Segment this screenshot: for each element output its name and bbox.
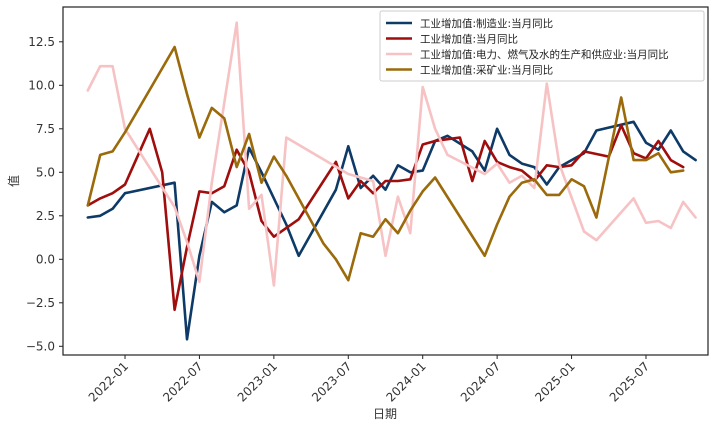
legend: 工业增加值:制造业:当月同比工业增加值:当月同比工业增加值:电力、燃气及水的生产…: [379, 10, 705, 82]
x-tick-label: 2024-01: [383, 359, 428, 404]
legend-label-3: 工业增加值:电力、燃气及水的生产和供应业:当月同比: [420, 48, 669, 61]
y-axis-label: 值: [6, 175, 21, 187]
legend-label-1: 工业增加值:制造业:当月同比: [420, 17, 553, 30]
x-tick-label: 2022-01: [86, 359, 131, 404]
legend-items: 工业增加值:制造业:当月同比工业增加值:当月同比工业增加值:电力、燃气及水的生产…: [386, 17, 669, 77]
y-axis-ticks: −5.0 −2.5 0.0 2.5 5.0 7.5 10.0 12.5: [26, 35, 63, 353]
series-line-2: [86, 124, 685, 312]
y-tick-label: 12.5: [28, 35, 55, 49]
legend-label-2: 工业增加值:当月同比: [420, 33, 518, 46]
x-axis-ticks: 2022-01 2022-07 2023-01 2023-07 2024-01 2024-…: [86, 355, 652, 405]
series-layer: [86, 21, 697, 341]
y-tick-label: 7.5: [36, 122, 55, 136]
legend-box: [379, 10, 705, 82]
y-tick-label: 0.0: [36, 252, 55, 266]
series-line-4: [86, 45, 685, 282]
x-tick-label: 2025-07: [607, 359, 652, 404]
x-tick-label: 2023-07: [309, 359, 354, 404]
y-tick-label: −2.5: [26, 296, 55, 310]
y-tick-label: 10.0: [28, 78, 55, 92]
y-tick-label: −5.0: [26, 339, 55, 353]
x-axis-label: 日期: [373, 407, 397, 421]
legend-label-4: 工业增加值:采矿业:当月同比: [420, 64, 553, 77]
y-tick-label: 5.0: [36, 165, 55, 179]
x-tick-label: 2022-07: [160, 359, 205, 404]
x-tick-label: 2023-01: [235, 359, 280, 404]
x-tick-label: 2024-07: [458, 359, 503, 404]
x-tick-label: 2025-01: [532, 359, 577, 404]
y-tick-label: 2.5: [36, 209, 55, 223]
series-line-3: [86, 21, 697, 287]
